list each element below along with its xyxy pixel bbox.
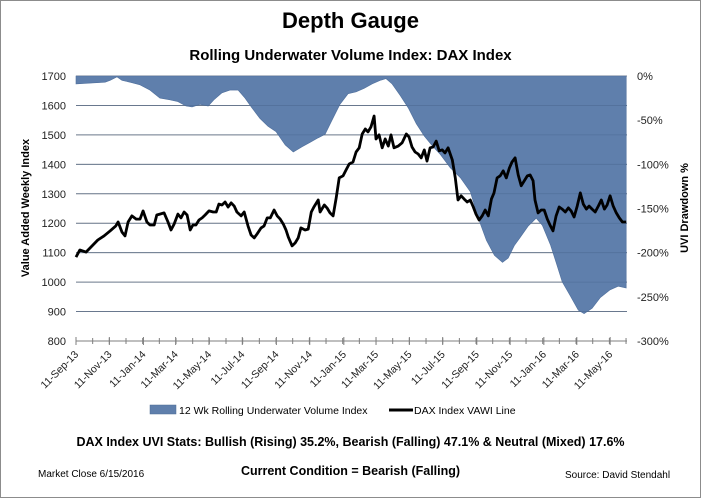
y-tick-label: 1600 xyxy=(42,100,66,112)
uvi-area xyxy=(75,75,627,314)
legend-swatch-area xyxy=(149,404,177,415)
uvi-area-series xyxy=(75,75,627,314)
y-tick-label: 1200 xyxy=(42,218,66,230)
y-tick-label: 1100 xyxy=(42,248,66,260)
y2-tick-label: -50% xyxy=(637,115,663,127)
y-tick-label: 900 xyxy=(48,307,66,319)
market-close-text: Market Close 6/15/2016 xyxy=(38,469,145,480)
dax-vawi-line xyxy=(74,114,627,258)
y2-tick-label: 0% xyxy=(637,71,653,83)
y2-tick-label: -100% xyxy=(637,159,669,171)
y-tick-label: 1300 xyxy=(42,189,66,201)
source-text: Source: David Stendahl xyxy=(565,470,671,481)
y-tick-label: 800 xyxy=(48,336,66,348)
y2-axis-label: UVI Drawdown % xyxy=(679,163,691,253)
y2-tick-label: -300% xyxy=(637,336,669,348)
y-tick-label: 1000 xyxy=(42,277,66,289)
chart-subtitle: Rolling Underwater Volume Index: DAX Ind… xyxy=(189,47,512,64)
y-tick-label: 1500 xyxy=(42,130,66,142)
y-tick-label: 1400 xyxy=(42,159,66,171)
uvi-stats-text: DAX Index UVI Stats: Bullish (Rising) 35… xyxy=(76,435,625,449)
dax-line-series xyxy=(74,114,627,258)
chart-title: Depth Gauge xyxy=(282,8,419,33)
y2-tick-label: -200% xyxy=(637,248,669,260)
y-tick-label: 1700 xyxy=(42,71,66,83)
legend: 12 Wk Rolling Underwater Volume Index DA… xyxy=(149,404,516,417)
y2-tick-label: -150% xyxy=(637,204,669,216)
current-condition-text: Current Condition = Bearish (Falling) xyxy=(240,464,461,478)
legend-label-line: DAX Index VAWI Line xyxy=(414,405,516,417)
legend-label-area: 12 Wk Rolling Underwater Volume Index xyxy=(179,405,368,417)
y2-tick-label: -250% xyxy=(637,292,669,304)
y-axis-label: Value Added Weekly Index xyxy=(20,138,32,277)
